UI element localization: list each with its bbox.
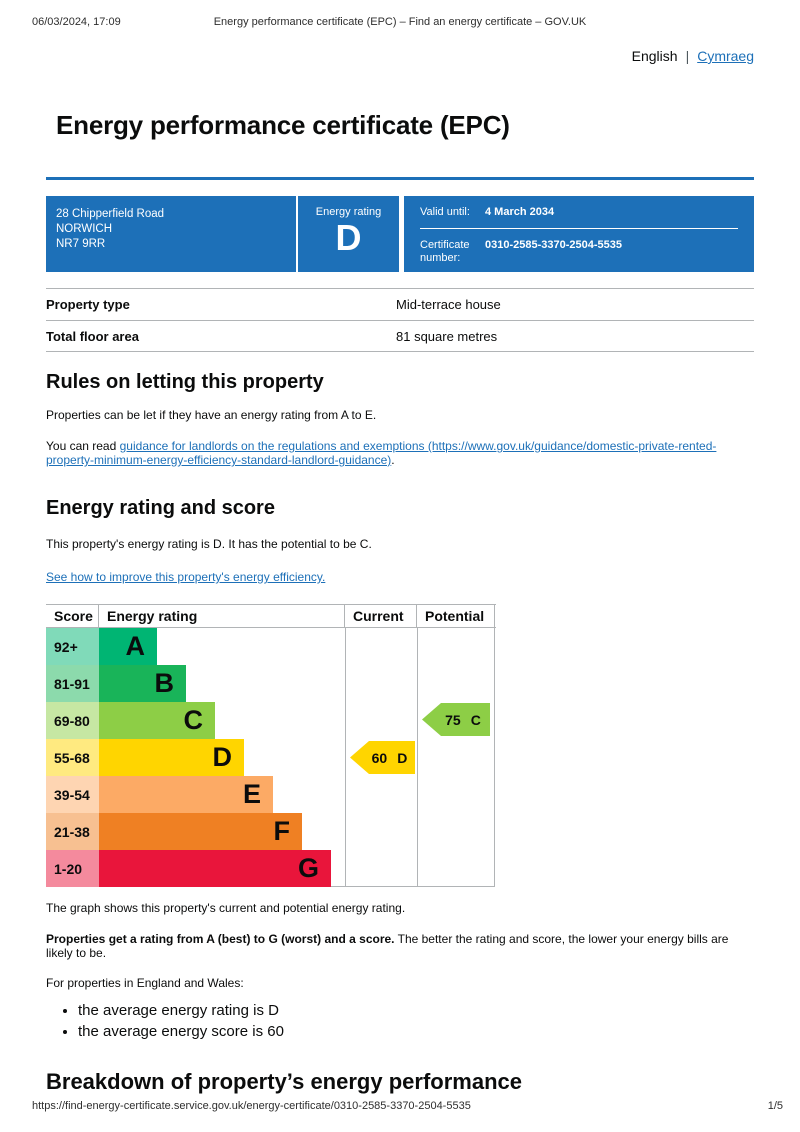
property-address: 28 Chipperfield Road NORWICH NR7 9RR (46, 196, 296, 272)
certificate-info-panel: Valid until: 4 March 2034 Certificate nu… (404, 196, 754, 272)
band-bar-d: D (99, 739, 244, 776)
energy-rating-summary: This property's energy rating is D. It h… (46, 537, 372, 551)
chart-header-current: Current (345, 605, 417, 627)
epc-band-row: 69-80 C (46, 702, 494, 739)
property-summary-table: Property type Mid-terrace house Total fl… (46, 288, 754, 352)
valid-until-label: Valid until: (420, 206, 470, 218)
banner-address-rating: 28 Chipperfield Road NORWICH NR7 9RR Ene… (46, 196, 399, 272)
chart-note-2-bold: Properties get a rating from A (best) to… (46, 932, 395, 946)
epc-chart-body: 92+ A 81-91 B 69-80 C 55-68 D 39-54 E 21-38 F 1-20 G … (46, 628, 495, 887)
table-row-floor-area: Total floor area 81 square metres (46, 320, 754, 352)
band-bar-e: E (99, 776, 273, 813)
property-type-value: Mid-terrace house (396, 297, 501, 312)
language-switcher: English | Cymraeg (46, 48, 754, 66)
rules-section-heading: Rules on letting this property (46, 371, 324, 393)
epc-rating-chart: Score Energy rating Current Potential 92… (46, 604, 496, 887)
epc-band-row: 39-54 E (46, 776, 494, 813)
chart-gridline-current (345, 628, 346, 886)
band-score-range: 81-91 (46, 665, 99, 702)
table-row-property-type: Property type Mid-terrace house (46, 288, 754, 320)
certificate-banner: 28 Chipperfield Road NORWICH NR7 9RR Ene… (46, 196, 754, 272)
page-title: Energy performance certificate (EPC) (56, 110, 510, 140)
band-score-range: 55-68 (46, 739, 99, 776)
epc-band-row: 21-38 F (46, 813, 494, 850)
chart-note-1: The graph shows this property's current … (46, 901, 406, 915)
epc-band-row: 55-68 D (46, 739, 494, 776)
print-footer-url: https://find-energy-certificate.service.… (32, 1100, 471, 1112)
print-datetime: 06/03/2024, 17:09 (32, 16, 121, 28)
energy-rating-label: Energy rating (315, 206, 382, 218)
epc-band-row: 92+ A (46, 628, 494, 665)
address-line-2: NORWICH (56, 223, 113, 235)
rules-paragraph-2-prefix: You can read (46, 439, 120, 453)
print-doc-title: Energy performance certificate (EPC) – F… (213, 16, 587, 28)
energy-link-paragraph: See how to improve this property's energ… (46, 570, 754, 584)
rules-paragraph-2-suffix: . (391, 453, 395, 467)
print-footer-page: 1/5 (767, 1100, 783, 1112)
energy-rating-block: Energy rating D (298, 196, 399, 272)
band-bar-f: F (99, 813, 302, 850)
current-rating-letter: D (397, 749, 408, 766)
language-link-cymraeg[interactable]: Cymraeg (697, 48, 754, 64)
language-current: English (631, 48, 678, 64)
band-bar-a: A (99, 628, 157, 665)
print-header: 06/03/2024, 17:09 Energy performance cer… (0, 16, 800, 30)
certificate-number-label: Certificate number: (420, 239, 470, 264)
band-bar-c: C (99, 702, 215, 739)
band-score-range: 21-38 (46, 813, 99, 850)
chart-header-potential: Potential (417, 605, 495, 627)
rules-paragraph-1: Properties can be let if they have an en… (46, 408, 377, 422)
band-score-range: 92+ (46, 628, 99, 665)
chart-note-2-rest: The better the rating and score, the low… (46, 932, 729, 960)
banner-divider (296, 196, 298, 272)
breakdown-section-heading: Breakdown of property’s energy performan… (46, 1069, 522, 1094)
chart-note-2: Properties get a rating from A (best) to… (46, 932, 754, 960)
energy-section-heading: Energy rating and score (46, 497, 275, 519)
band-bar-g: G (99, 850, 331, 887)
certificate-number-value: 0310-2585-3370-2504-5535 (485, 239, 623, 251)
chart-gridline-potential (417, 628, 418, 886)
rules-paragraph-2: You can read guidance for landlords on t… (46, 439, 754, 467)
list-item-average-score: the average energy score is 60 (78, 1023, 754, 1040)
improve-efficiency-link[interactable]: See how to improve this property's energ… (46, 570, 326, 584)
current-rating-value: 60 (371, 749, 388, 766)
main-content: English | Cymraeg Energy performance certi… (46, 48, 754, 1096)
print-footer: https://find-energy-certificate.service.… (32, 1100, 783, 1112)
epc-band-row: 1-20 G (46, 850, 494, 887)
info-divider (420, 228, 738, 229)
address-line-3: NR7 9RR (56, 238, 106, 250)
landlord-guidance-link[interactable]: guidance for landlords on the regulation… (46, 439, 717, 467)
epc-band-row: 81-91 B (46, 665, 494, 702)
title-rule (46, 177, 754, 180)
banner-gap (399, 196, 404, 272)
band-score-range: 39-54 (46, 776, 99, 813)
valid-until-value: 4 March 2034 (485, 206, 555, 218)
floor-area-value: 81 square metres (396, 328, 498, 344)
potential-rating-letter: C (470, 711, 481, 728)
language-separator: | (685, 48, 690, 64)
valid-until-row: Valid until: 4 March 2034 (420, 196, 738, 228)
band-score-range: 69-80 (46, 702, 99, 739)
property-type-label: Property type (46, 297, 130, 312)
potential-rating-value: 75 (445, 711, 461, 728)
address-line-1: 28 Chipperfield Road (56, 208, 165, 220)
band-bar-b: B (99, 665, 186, 702)
chart-note-3: For properties in England and Wales: (46, 976, 244, 990)
floor-area-label: Total floor area (46, 328, 139, 344)
average-rating-list: the average energy rating is D the avera… (46, 1002, 754, 1040)
chart-header-score: Score (46, 605, 99, 627)
chart-header-rating: Energy rating (99, 605, 345, 627)
certificate-number-row: Certificate number: 0310-2585-3370-2504-… (420, 229, 738, 274)
band-score-range: 1-20 (46, 850, 99, 887)
list-item-average-rating: the average energy rating is D (78, 1002, 754, 1019)
epc-chart-header: Score Energy rating Current Potential (46, 605, 496, 628)
energy-rating-letter: D (335, 217, 362, 258)
